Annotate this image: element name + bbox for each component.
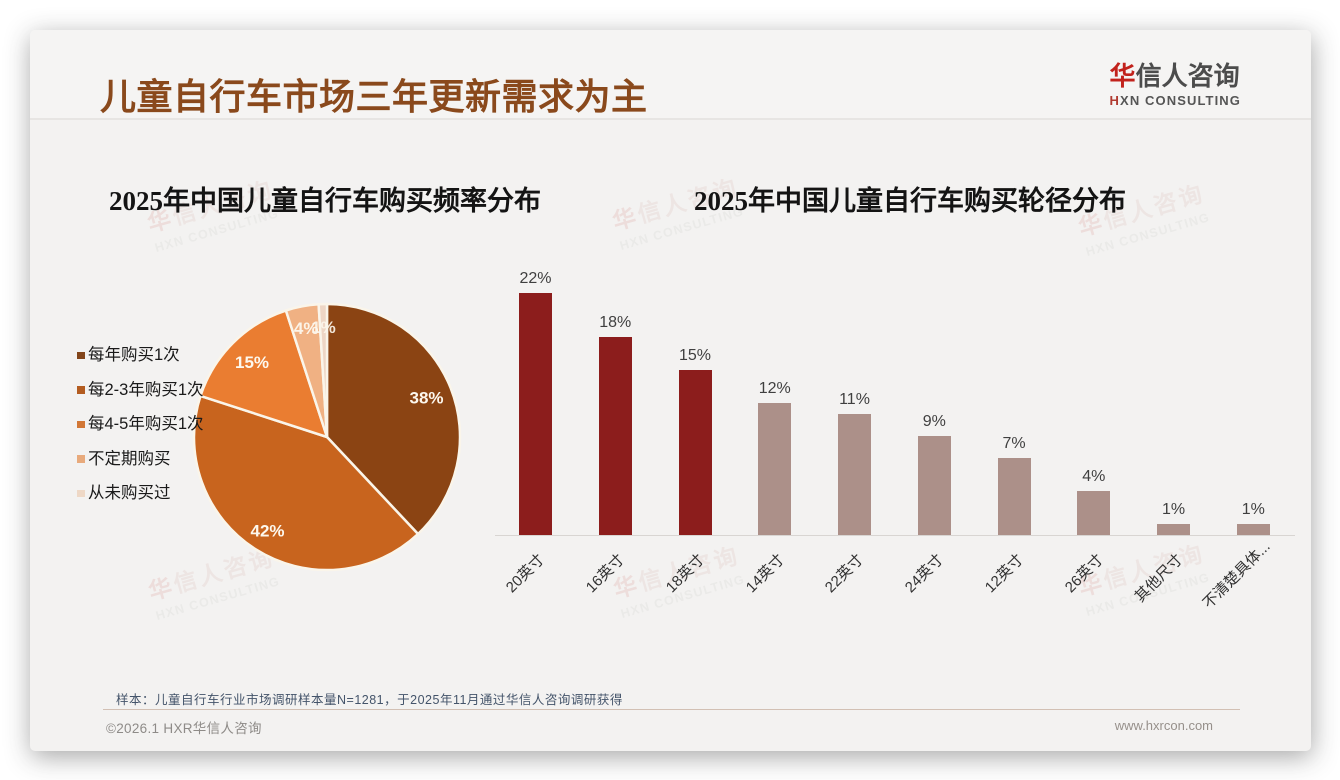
svg-text:4%: 4% [294,319,319,338]
svg-text:1%: 1% [311,318,336,337]
svg-text:38%: 38% [409,389,443,408]
svg-text:15%: 15% [235,353,269,372]
svg-text:42%: 42% [250,522,284,541]
